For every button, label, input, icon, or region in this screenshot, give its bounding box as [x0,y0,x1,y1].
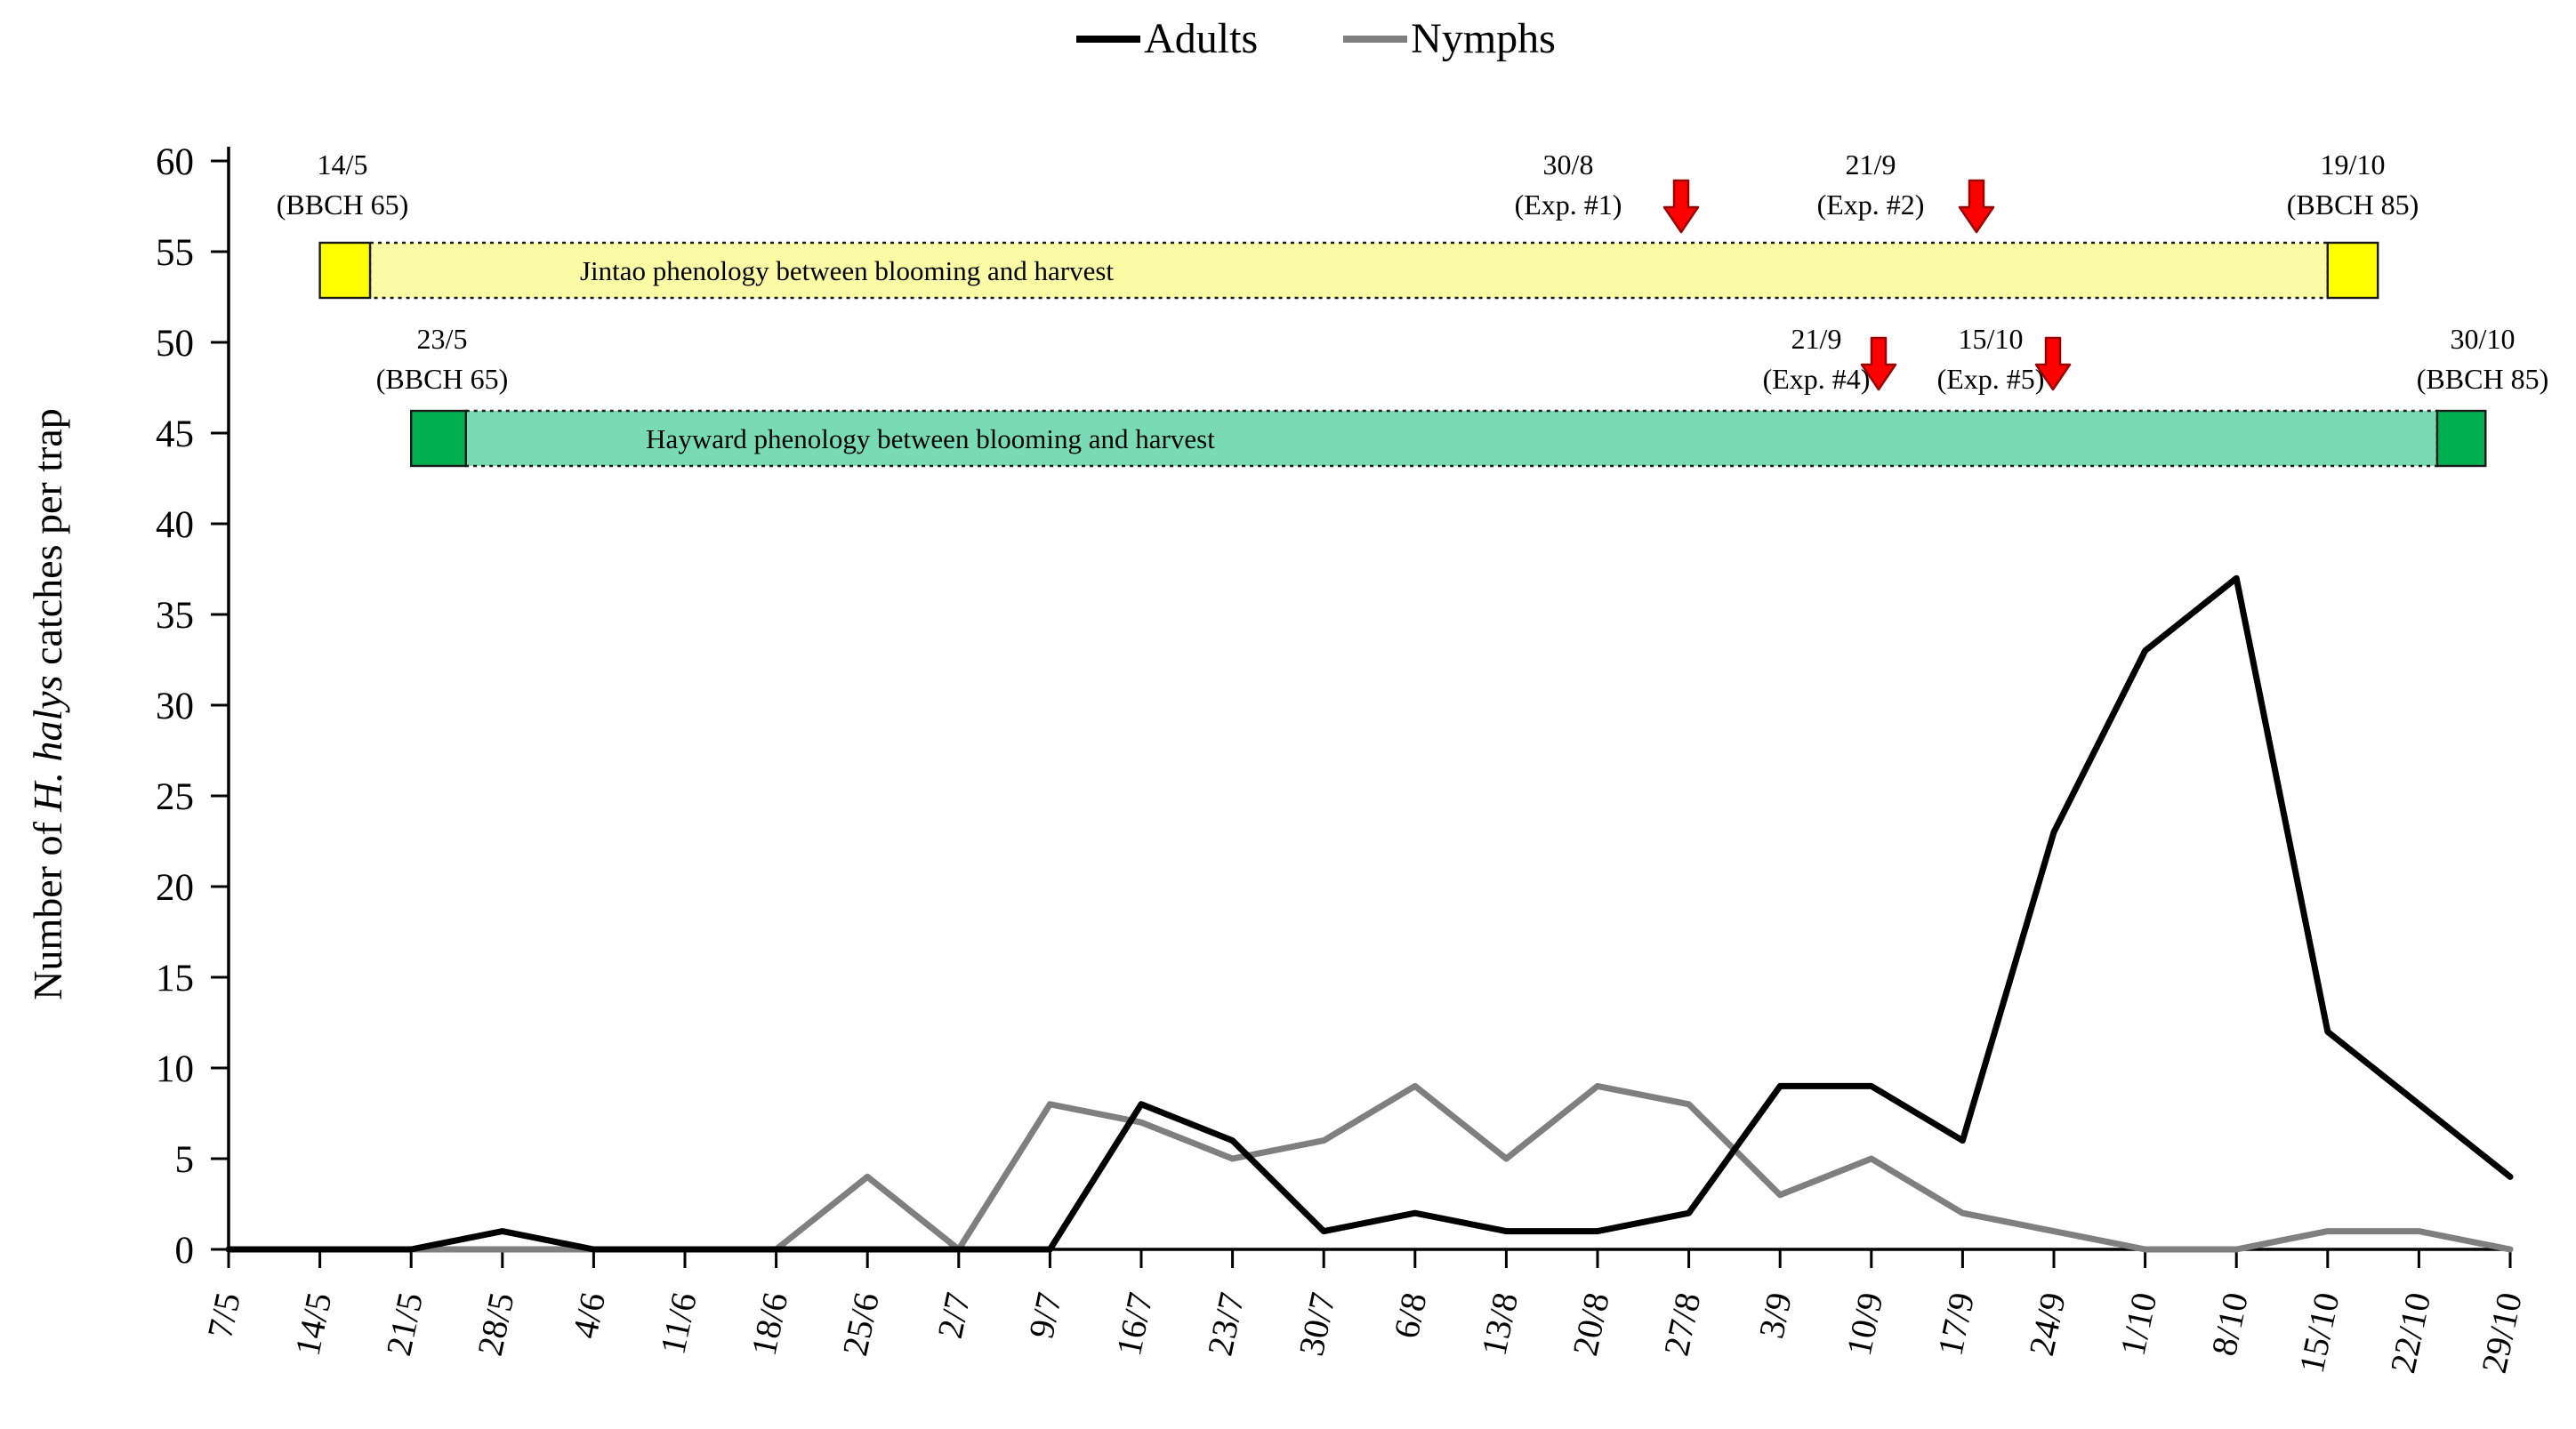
x-tick-label: 7/5 [199,1289,248,1342]
y-tick-label: 55 [156,232,194,274]
phenology-bar-hayward [464,409,2439,468]
x-tick-label: 29/10 [2474,1289,2530,1377]
annotation-date: 23/5 [417,323,468,355]
annotation-detail: (BBCH 85) [2417,363,2548,395]
axes-layer: 0 5 10 15 20 25 30 35 40 45 50 55 60 7/5 14/5 21/5 28/5 4… [156,141,2530,1377]
x-tick-label: 18/6 [744,1289,796,1360]
y-tick-label: 50 [156,323,194,365]
y-tick-label: 40 [156,504,194,546]
adults-line [225,574,2514,1253]
phenology-end-block-jintao [2326,241,2379,300]
annotation-30-8-1: 30/8 (Exp. #1) [1515,149,1700,234]
y-tick-label: 20 [156,867,194,909]
x-tick-label: 8/10 [2203,1289,2256,1360]
annotation-date: 21/9 [1846,149,1896,181]
x-tick-label: 13/8 [1473,1289,1525,1360]
red-down-arrow-icon [2034,336,2072,391]
annotation-detail: (Exp. #1) [1515,189,1622,221]
x-tick-label: 16/7 [1108,1289,1161,1360]
y-axis-title-species: H. halys [25,675,70,812]
annotation-date: 30/10 [2451,323,2516,355]
y-axis-title-suffix: catches per trap [25,408,70,676]
annotation-date: 19/10 [2321,149,2386,181]
x-tick-label: 24/9 [2021,1289,2073,1360]
y-tick-label: 0 [175,1230,195,1272]
x-tick-label: 2/7 [930,1289,978,1342]
legend: Adults Nymphs [229,14,2510,64]
annotation-date: 30/8 [1543,149,1594,181]
nymphs-line-swatch [1343,36,1408,43]
y-tick-label: 10 [156,1048,194,1090]
x-tick-label: 1/10 [2113,1289,2165,1360]
x-tick-label: 23/7 [1200,1289,1252,1360]
y-tick-label: 15 [156,958,194,999]
x-tick-label: 20/8 [1565,1289,1617,1360]
phenology-caption-hayward: Hayward phenology between blooming and h… [646,423,1215,454]
annotation-date: 21/9 [1791,323,1842,355]
annotation-21-9-5: 21/9 (Exp. #4) [1763,323,1897,395]
y-tick-label: 60 [156,141,194,183]
x-tick-label: 30/7 [1291,1289,1343,1360]
y-tick-label: 35 [156,595,194,637]
adults-line-swatch [1076,36,1141,43]
legend-item-nymphs: Nymphs [1343,18,1556,60]
phenology-start-block-jintao [318,241,372,300]
phenology-caption-jintao: Jintao phenology between blooming and ha… [580,255,1114,286]
annotation-detail: (Exp. #4) [1763,363,1871,395]
x-tick-label: 22/10 [2382,1289,2438,1377]
y-tick-label: 25 [156,776,194,818]
x-tick-label: 10/9 [1839,1289,1891,1360]
annotation-date: 14/5 [318,149,368,181]
x-tick-label: 28/5 [470,1289,522,1360]
red-down-arrow-icon [1662,179,1700,234]
legend-item-adults: Adults [1076,18,1258,60]
x-tick-label: 21/5 [378,1289,431,1360]
annotation-15-10-6: 15/10 (Exp. #5) [1937,323,2072,395]
annotation-14-5-0: 14/5 (BBCH 65) [277,149,408,221]
annotation-21-9-2: 21/9 (Exp. #2) [1817,149,1995,234]
legend-label-nymphs: Nymphs [1411,15,1556,62]
x-tick-label: 27/8 [1656,1289,1709,1360]
x-tick-label: 3/9 [1751,1289,1799,1342]
annotations-layer: 14/5 (BBCH 65) 30/8 (Exp. #1) 21/9 (Exp. #2) 1… [277,149,2548,395]
x-tick-label: 25/6 [834,1289,887,1360]
red-down-arrow-icon [1958,179,1995,234]
x-tick-label: 17/9 [1929,1289,1982,1360]
x-tick-label: 14/5 [287,1289,340,1360]
annotation-detail: (BBCH 65) [277,189,408,221]
red-down-arrow-icon [1860,336,1897,391]
y-axis-title-prefix: Number of [25,811,70,1000]
y-tick-label: 30 [156,686,194,727]
phenology-end-block-hayward [2435,409,2487,468]
phenology-bars-layer: Jintao phenology between blooming and ha… [318,241,2487,468]
annotation-detail: (Exp. #2) [1817,189,1925,221]
y-axis-title: Number of H. halys catches per trap [24,300,77,1109]
y-tick-label: 45 [156,413,194,455]
annotation-30-10-7: 30/10 (BBCH 85) [2417,323,2548,395]
annotation-date: 15/10 [1959,323,2024,355]
x-tick-label: 11/6 [652,1289,704,1358]
series-layer [225,574,2514,1253]
y-tick-label: 5 [175,1139,195,1181]
annotation-detail: (Exp. #5) [1937,363,2045,395]
x-tick-label: 6/8 [1386,1289,1435,1342]
annotation-detail: (BBCH 85) [2287,189,2419,221]
annotation-19-10-3: 19/10 (BBCH 85) [2287,149,2419,221]
annotation-detail: (BBCH 65) [376,363,508,395]
phenology-start-block-hayward [410,409,467,468]
x-tick-label: 9/7 [1021,1289,1070,1342]
x-tick-label: 15/10 [2291,1289,2347,1377]
legend-label-adults: Adults [1144,15,1259,62]
annotation-23-5-4: 23/5 (BBCH 65) [376,323,508,395]
x-tick-label: 4/6 [565,1289,614,1342]
